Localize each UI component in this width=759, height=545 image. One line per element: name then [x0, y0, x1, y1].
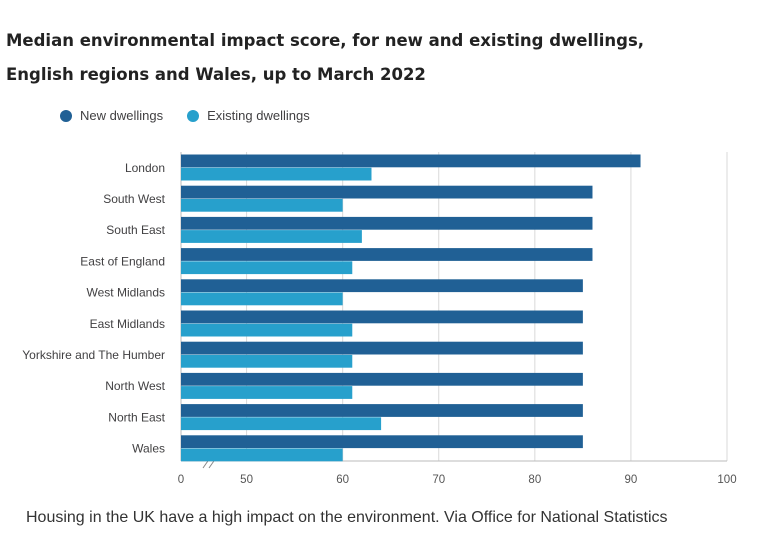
bar-existing-dwellings-south-west: [181, 198, 343, 212]
bar-existing-dwellings-east-midlands: [181, 323, 353, 337]
legend-item-existing-dwellings[interactable]: Existing dwellings: [187, 108, 310, 123]
category-label: Yorkshire and The Humber: [22, 348, 165, 362]
bar-existing-dwellings-east-of-england: [181, 261, 353, 275]
category-label: East of England: [80, 254, 165, 268]
bar-new-dwellings-south-west: [181, 185, 593, 199]
x-tick-label: 90: [625, 474, 638, 486]
chart-title: Median environmental impact score, for n…: [6, 31, 645, 50]
bar-existing-dwellings-london: [181, 167, 372, 181]
bar-new-dwellings-east-of-england: [181, 248, 593, 261]
x-tick-label: 50: [240, 474, 253, 486]
category-label: South West: [103, 192, 165, 206]
x-tick-label: 70: [432, 474, 445, 486]
bar-new-dwellings-north-west: [181, 372, 583, 386]
category-label: South East: [106, 223, 165, 237]
bar-chart: 0 50 60 70 80 90 100 London South West South East…: [22, 152, 737, 486]
bar-new-dwellings-east-midlands: [181, 310, 583, 324]
chart-legend: New dwellings Existing dwellings: [60, 108, 310, 123]
category-label: London: [125, 161, 165, 175]
x-tick-label: 0: [178, 474, 184, 486]
x-tick-label: 80: [528, 474, 541, 486]
bar-new-dwellings-south-east: [181, 216, 593, 230]
bar-new-dwellings-north-east: [181, 404, 583, 417]
bar-new-dwellings-wales: [181, 435, 583, 449]
legend-label-new-dwellings: New dwellings: [80, 108, 164, 123]
bar-new-dwellings-west-midlands: [181, 279, 583, 293]
category-label: Wales: [132, 442, 165, 456]
bar-existing-dwellings-wales: [181, 448, 343, 462]
category-label: East Midlands: [90, 317, 165, 331]
bar-new-dwellings-yorkshire-and-the-humber: [181, 341, 583, 355]
bar-existing-dwellings-yorkshire-and-the-humber: [181, 354, 353, 368]
category-label: North East: [108, 410, 165, 424]
image-caption: Housing in the UK have a high impact on …: [26, 509, 668, 526]
legend-item-new-dwellings[interactable]: New dwellings: [60, 108, 163, 123]
category-label: West Midlands: [87, 286, 165, 300]
bar-existing-dwellings-west-midlands: [181, 292, 343, 306]
legend-swatch-existing-dwellings: [187, 109, 200, 122]
category-label: North West: [105, 379, 165, 393]
x-tick-label: 100: [717, 474, 736, 486]
x-tick-label: 60: [336, 474, 349, 486]
bar-existing-dwellings-north-west: [181, 386, 353, 399]
bar-new-dwellings-london: [181, 154, 641, 168]
legend-label-existing-dwellings: Existing dwellings: [207, 108, 310, 123]
chart-subtitle: English regions and Wales, up to March 2…: [6, 65, 426, 84]
bar-existing-dwellings-north-east: [181, 417, 382, 431]
legend-swatch-new-dwellings: [60, 109, 72, 122]
bar-existing-dwellings-south-east: [181, 230, 362, 243]
